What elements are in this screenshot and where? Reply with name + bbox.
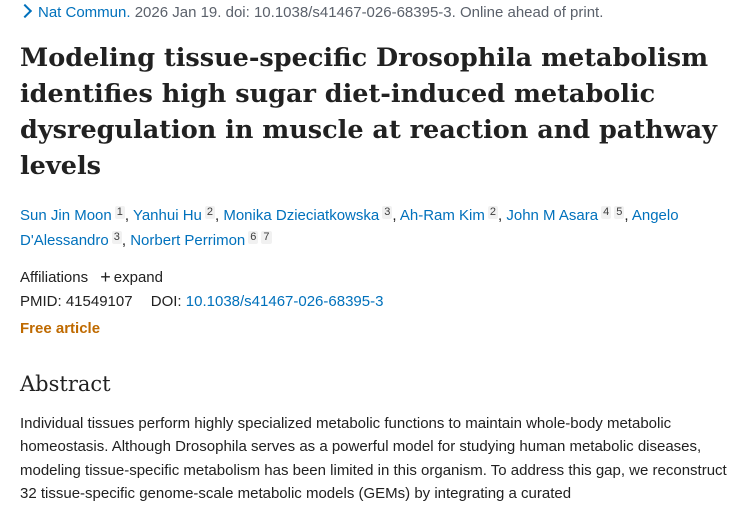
affiliation-number[interactable]: 3 xyxy=(382,206,393,219)
identifiers-row: PMID: 41549107 DOI: 10.1038/s41467-026-6… xyxy=(20,293,383,310)
author-item: John M Asara 4 5, xyxy=(506,206,629,224)
affiliations-row: Affiliations + expand xyxy=(20,266,163,287)
affiliation-number[interactable]: 2 xyxy=(487,206,499,219)
affiliation-number[interactable]: 5 xyxy=(614,206,625,219)
author-link[interactable]: Angelo D'Alessandro xyxy=(20,207,679,249)
abstract-heading: Abstract xyxy=(20,372,111,396)
affiliation-number[interactable]: 3 xyxy=(111,231,122,244)
author-list: Sun Jin Moon 1, Yanhui Hu 2, Monika Dzieci… xyxy=(20,203,735,253)
author-link[interactable]: Sun Jin Moon xyxy=(20,207,112,224)
affiliation-number[interactable]: 4 xyxy=(601,206,612,219)
citation-text: 2026 Jan 19. doi: 10.1038/s41467-026-683… xyxy=(134,4,604,21)
author-link[interactable]: Ah-Ram Kim xyxy=(399,207,485,224)
author-item: Yanhui Hu 2, xyxy=(132,206,220,224)
author-separator: , xyxy=(215,207,220,224)
pmid-value: 41549107 xyxy=(65,293,133,310)
author-separator: , xyxy=(624,207,629,224)
expand-affiliations-button[interactable]: + expand xyxy=(100,267,163,287)
doi-link[interactable]: 10.1038/s41467-026-68395-3 xyxy=(185,293,384,310)
article-title: Modeling tissue-specific Drosophila meta… xyxy=(20,43,717,181)
author-link[interactable]: Monika Dzieciatkowska xyxy=(223,207,380,224)
author-item: Sun Jin Moon 1, xyxy=(20,206,130,224)
author-separator: , xyxy=(392,207,397,224)
author-item: Norbert Perrimon 6 7 xyxy=(130,231,272,249)
pmid-label: PMID: xyxy=(20,293,62,310)
author-separator: , xyxy=(124,207,130,224)
author-item: Monika Dzieciatkowska 3, xyxy=(223,206,397,224)
author-link[interactable]: Norbert Perrimon xyxy=(130,232,246,249)
free-article-badge[interactable]: Free article xyxy=(20,320,101,337)
expand-label: expand xyxy=(113,269,163,286)
author-item: Ah-Ram Kim 2, xyxy=(399,206,503,224)
author-link[interactable]: Yanhui Hu xyxy=(132,207,202,224)
plus-icon: + xyxy=(100,267,111,287)
affiliations-label: Affiliations xyxy=(20,269,89,286)
affiliation-number[interactable]: 6 xyxy=(248,231,259,244)
affiliation-number[interactable]: 7 xyxy=(261,231,272,244)
doi-label: DOI: xyxy=(150,293,182,310)
journal-name-link[interactable]: Nat Commun. xyxy=(38,4,131,21)
affiliation-number[interactable]: 1 xyxy=(114,206,125,219)
author-link[interactable]: John M Asara xyxy=(506,207,599,224)
chevron-right-icon[interactable] xyxy=(17,3,33,19)
author-separator: , xyxy=(498,207,503,224)
abstract-text: Individual tissues perform highly specia… xyxy=(20,415,727,502)
author-item: Angelo D'Alessandro 3, xyxy=(20,207,679,249)
journal-citation-line: Nat Commun. 2026 Jan 19. doi: 10.1038/s4… xyxy=(17,3,604,21)
author-separator: , xyxy=(121,232,127,249)
affiliation-number[interactable]: 2 xyxy=(204,206,215,219)
